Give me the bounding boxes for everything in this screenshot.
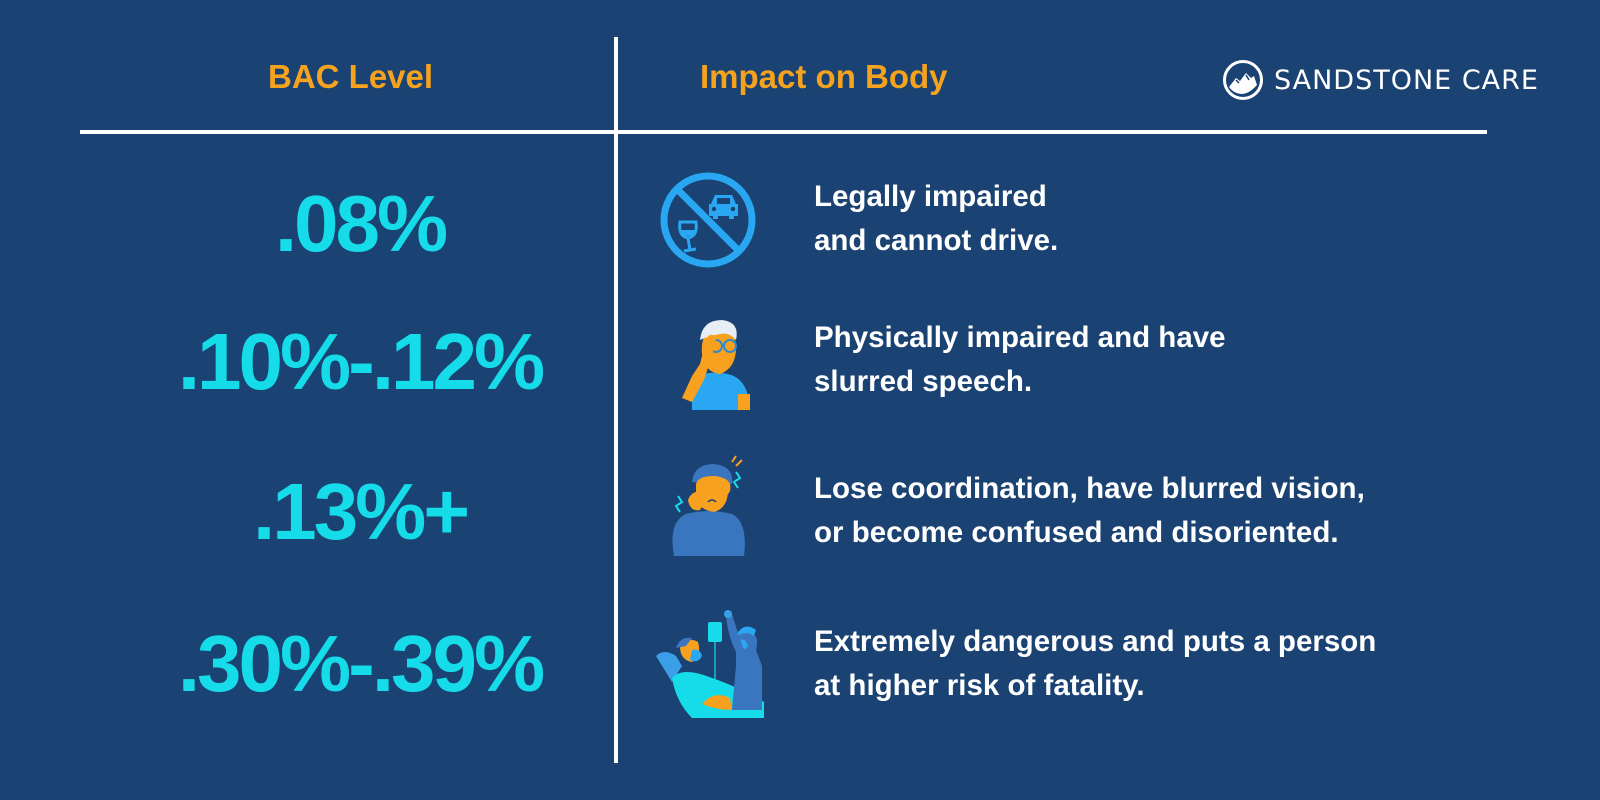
impact-on-body-header: Impact on Body [700,58,948,95]
column-divider [614,37,618,763]
impact-line-2: or become confused and disoriented. [814,516,1339,549]
impact-line-1: Extremely dangerous and puts a person [814,625,1377,658]
impact-desc-row-2: Physically impaired and have slurred spe… [814,316,1226,404]
mountain-circle-icon [1223,60,1263,100]
bac-value-row-4: .30%-.39% [177,619,545,708]
impact-desc-row-1: Legally impaired and cannot drive. [814,175,1058,263]
impact-line-1: Legally impaired [814,180,1047,213]
impact-line-2: at higher risk of fatality. [814,669,1145,702]
bac-level-header: BAC Level [268,58,434,95]
impact-line-1: Physically impaired and have [814,321,1226,354]
logo-text: SANDSTONE CARE [1274,64,1539,96]
bac-value-row-1: .08% [274,179,448,268]
impact-line-2: slurred speech. [814,365,1033,398]
impact-line-2: and cannot drive. [814,224,1059,257]
confused-person-icon [672,455,745,556]
no-drink-and-drive-icon [660,172,756,268]
sandstone-care-logo: SANDSTONE CARE [1222,59,1539,101]
impact-line-1: Lose coordination, have blurred vision, [814,472,1365,505]
impact-desc-row-4: Extremely dangerous and puts a person at… [814,620,1376,708]
hospital-patient-icon [656,610,764,718]
header-divider [80,130,1487,134]
impact-desc-row-3: Lose coordination, have blurred vision, … [814,467,1365,555]
bac-value-row-2: .10%-.12% [177,317,545,406]
bac-value-row-3: .13%+ [252,467,470,556]
dizzy-person-icon [682,320,750,410]
